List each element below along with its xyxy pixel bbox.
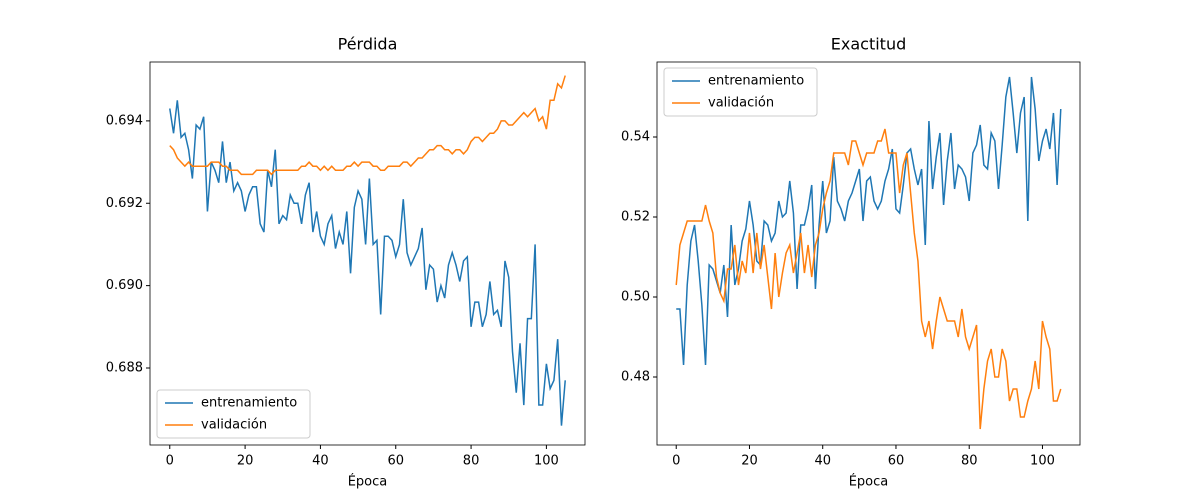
x-tick-label: 40: [814, 454, 831, 469]
y-tick-label: 0.54: [621, 130, 650, 145]
x-axis-label: Época: [348, 474, 388, 490]
x-tick-label: 20: [237, 454, 254, 469]
y-tick-label: 0.52: [621, 210, 650, 225]
legend-box: [156, 389, 311, 439]
x-tick-label: 40: [312, 454, 329, 469]
plot-frame: [656, 61, 1081, 446]
y-tick-label: 0.692: [106, 196, 143, 211]
x-axis-label: Época: [849, 474, 889, 490]
x-tick-label: 80: [961, 454, 978, 469]
y-tick-label: 0.688: [106, 360, 143, 375]
x-tick-label: 100: [1030, 454, 1055, 469]
series-line: [676, 76, 1062, 366]
series-line: [675, 128, 1062, 430]
y-tick-label: 0.690: [106, 278, 143, 293]
y-tick-label: 0.50: [621, 290, 650, 305]
x-tick-label: 80: [463, 454, 480, 469]
legend: entrenamiento validación: [156, 389, 311, 439]
legend-label: entrenamiento: [201, 396, 297, 411]
subplot: Pérdida Época 0 20 40 60 80 100 0.688 0.690 0.692 0…: [106, 35, 586, 490]
legend-label: validación: [201, 418, 267, 433]
x-tick-label: 0: [672, 454, 680, 469]
subplot: Exactitud Época 0 20 40 60 80 100 0.48 0.50 0.52 0.…: [621, 35, 1081, 490]
legend-label: entrenamiento: [708, 74, 804, 89]
x-tick-label: 0: [166, 454, 174, 469]
chart-title: Pérdida: [338, 35, 398, 54]
y-tick-label: 0.694: [106, 113, 143, 128]
x-tick-label: 100: [534, 454, 559, 469]
legend: entrenamiento validación: [663, 67, 818, 117]
legend-label: validación: [708, 96, 774, 111]
x-tick-label: 60: [387, 454, 404, 469]
series-line: [169, 75, 566, 176]
chart-title: Exactitud: [831, 35, 906, 54]
legend-box: [663, 67, 818, 117]
x-tick-label: 20: [741, 454, 758, 469]
y-tick-label: 0.48: [621, 370, 650, 385]
plot-frame: [149, 61, 586, 446]
series-line: [169, 100, 566, 426]
x-tick-label: 60: [888, 454, 905, 469]
